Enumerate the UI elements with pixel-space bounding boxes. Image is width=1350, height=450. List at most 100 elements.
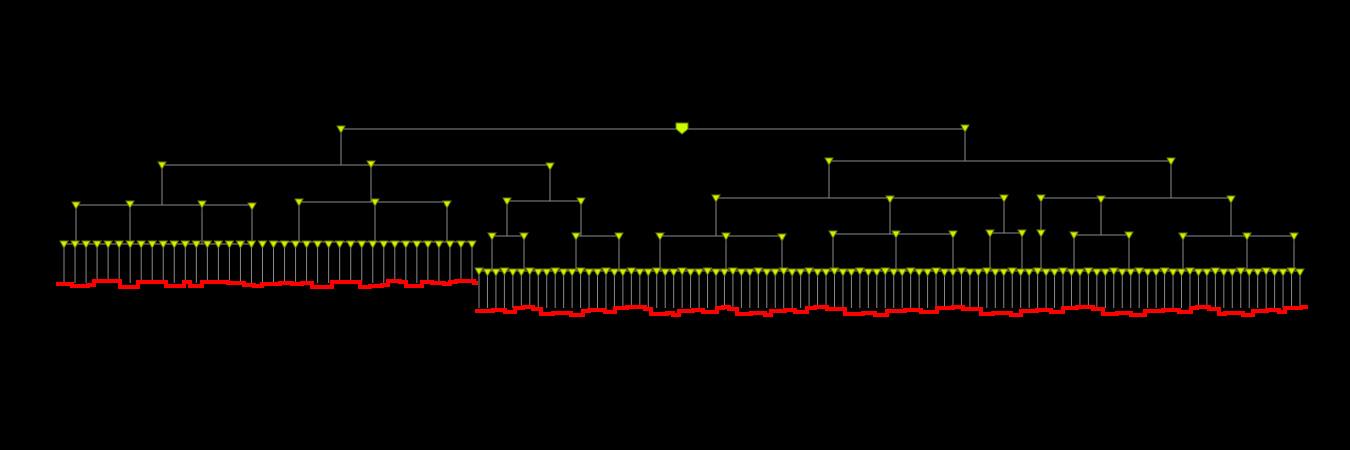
leaf-marker	[235, 240, 246, 250]
leaf-marker	[345, 240, 356, 250]
leaf-marker	[389, 240, 400, 250]
node-marker	[502, 197, 512, 207]
leaf-marker	[685, 268, 696, 278]
leaf-marker	[575, 267, 586, 277]
leaf-marker	[736, 268, 747, 278]
leaf-marker	[301, 240, 312, 250]
leaf-marker	[778, 267, 789, 277]
leaf-marker	[973, 268, 984, 278]
leaf-marker	[524, 267, 535, 277]
leaf-step-bar	[56, 279, 478, 289]
leaf-marker	[103, 240, 113, 250]
leaf-marker	[744, 268, 755, 278]
leaf-marker	[761, 268, 772, 278]
leaf-marker	[1159, 267, 1170, 277]
node-marker	[442, 200, 452, 210]
root-node-marker	[675, 122, 689, 135]
leaf-marker	[728, 267, 738, 277]
leaf-marker	[81, 240, 91, 250]
leaf-marker	[1134, 267, 1145, 277]
node-marker	[545, 162, 555, 172]
leaf-marker	[1227, 268, 1238, 278]
node-marker	[721, 232, 731, 242]
leaf-marker	[651, 267, 662, 277]
leaf-marker	[1100, 268, 1111, 278]
node-marker	[885, 195, 895, 205]
node-marker	[366, 160, 376, 170]
leaf-marker	[1075, 268, 1085, 278]
leaf-marker	[1202, 268, 1212, 278]
leaf-marker	[948, 268, 958, 278]
node-marker	[1096, 195, 1106, 205]
leaf-marker	[136, 240, 147, 250]
node-marker	[247, 202, 257, 212]
leaf-marker	[1244, 268, 1255, 278]
leaf-marker	[1218, 268, 1229, 278]
node-marker	[157, 161, 167, 171]
leaf-marker	[965, 268, 975, 278]
leaf-marker	[770, 268, 781, 278]
leaf-marker	[1108, 267, 1119, 277]
leaf-marker	[1041, 268, 1051, 278]
node-marker	[370, 198, 380, 208]
leaf-marker	[567, 268, 577, 278]
leaf-marker	[1142, 268, 1153, 278]
leaf-marker	[467, 240, 477, 250]
node-marker	[71, 201, 81, 211]
leaf-marker	[507, 268, 518, 278]
leaf-marker	[1049, 268, 1060, 278]
leaf-marker	[618, 268, 628, 278]
leaf-marker	[334, 240, 345, 250]
leaf-marker	[804, 267, 814, 277]
leaf-marker	[838, 268, 848, 278]
leaf-marker	[423, 240, 433, 250]
leaf-marker	[694, 268, 704, 278]
leaf-marker	[412, 240, 422, 250]
leaf-marker	[1286, 267, 1297, 277]
leaf-marker	[829, 267, 840, 277]
leaf-marker	[1066, 268, 1077, 278]
leaf-marker	[70, 240, 80, 250]
leaf-marker	[191, 240, 202, 250]
leaf-marker	[888, 268, 899, 278]
leaf-marker	[1083, 267, 1094, 277]
node-marker	[948, 230, 958, 240]
leaf-marker	[158, 240, 169, 250]
leaf-marker	[660, 268, 671, 278]
leaf-marker	[1007, 267, 1018, 277]
leaf-marker	[59, 240, 69, 250]
leaf-step-bar	[475, 305, 1308, 317]
leaf-marker	[1151, 268, 1161, 278]
leaf-marker	[871, 268, 882, 278]
node-marker	[125, 200, 135, 210]
leaf-marker	[213, 240, 224, 250]
leaf-marker	[592, 268, 603, 278]
tree-nodes	[59, 122, 1305, 278]
node-marker	[1166, 157, 1176, 167]
leaf-marker	[1278, 268, 1288, 278]
leaf-marker	[643, 268, 654, 278]
leaf-marker	[290, 240, 301, 250]
node-marker	[1036, 229, 1046, 239]
leaf-marker	[812, 268, 823, 278]
leaf-marker	[753, 267, 764, 277]
leaf-marker	[821, 268, 831, 278]
leaf-marker	[1058, 267, 1068, 277]
leaf-marker	[541, 268, 552, 278]
leaf-marker	[482, 268, 493, 278]
node-marker	[999, 194, 1009, 204]
leaf-marker	[378, 240, 389, 250]
leaf-marker	[668, 268, 679, 278]
node-marker	[519, 232, 529, 242]
leaf-marker	[702, 267, 713, 277]
leaf-marker	[998, 268, 1009, 278]
leaf-marker	[1185, 267, 1195, 277]
node-marker	[824, 157, 834, 167]
leaf-marker	[1193, 268, 1204, 278]
leaf-marker	[914, 268, 924, 278]
leaf-marker	[1092, 268, 1102, 278]
node-marker	[985, 229, 995, 239]
leaf-marker	[456, 240, 466, 250]
leaf-marker	[1032, 267, 1043, 277]
